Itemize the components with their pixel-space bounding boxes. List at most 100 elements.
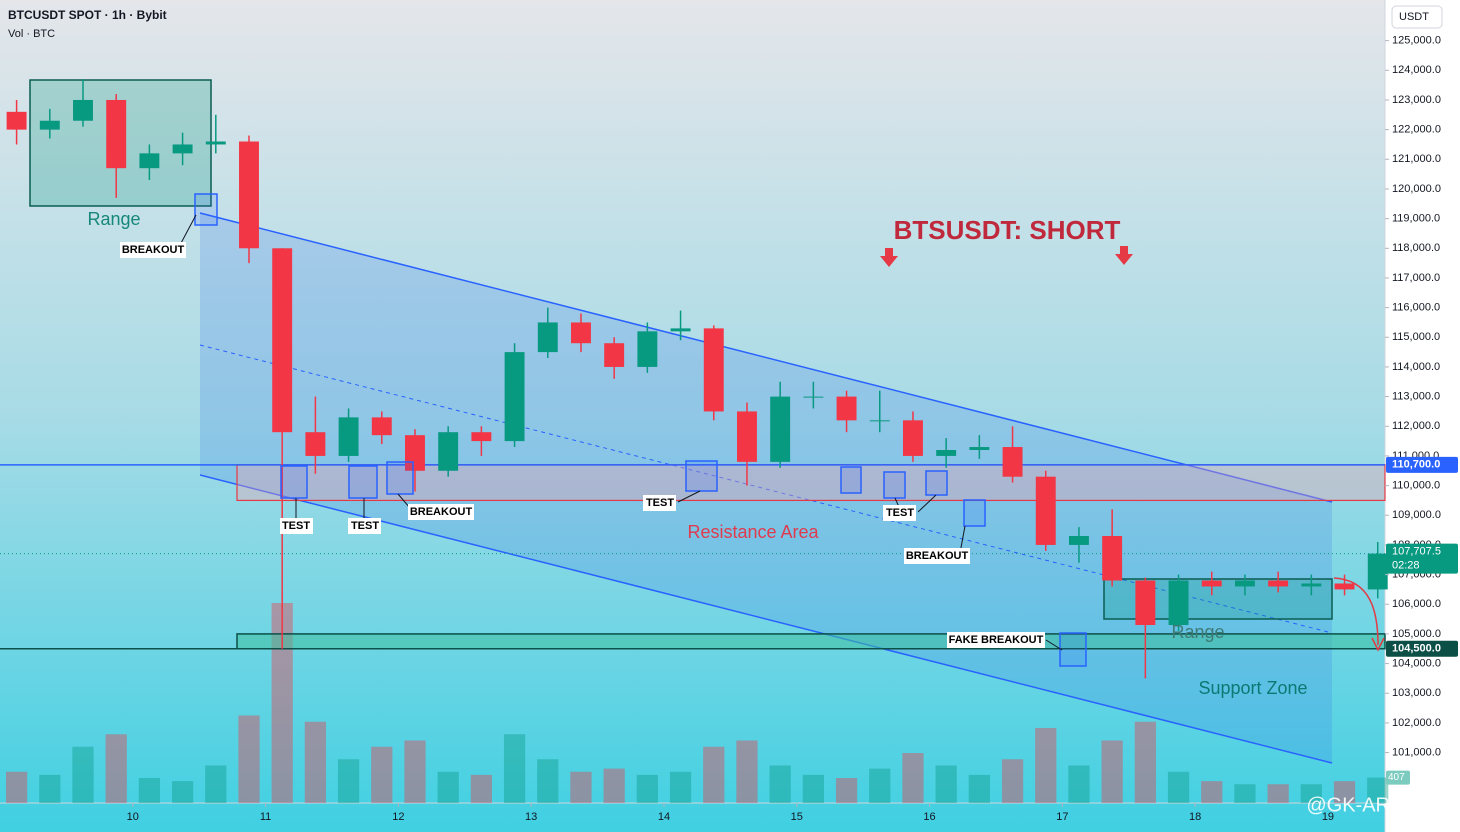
- x-tick-label: 11: [260, 811, 271, 823]
- candle-body: [869, 420, 890, 422]
- volume-bar: [1167, 771, 1190, 803]
- candle-body: [139, 153, 160, 169]
- volume-bar: [470, 774, 493, 803]
- price-label-bg: [1386, 456, 1458, 473]
- tag-bg: [120, 242, 186, 258]
- volume-bar: [404, 740, 426, 803]
- volume-bar: [1134, 721, 1156, 803]
- volume-bar: [1333, 781, 1356, 803]
- annotation: Range: [87, 209, 140, 229]
- tag-bg: [947, 632, 1045, 648]
- candle-body: [1135, 580, 1156, 626]
- y-tick-label: 105,000.0: [1392, 628, 1441, 640]
- channel-mid: [199, 344, 1333, 634]
- y-tick-label: 112,000.0: [1392, 420, 1440, 432]
- annotation: TEST: [886, 507, 914, 519]
- y-tick-label: 123,000.0: [1392, 94, 1441, 106]
- volume-label-bg: [1386, 770, 1410, 785]
- volume-bar: [238, 715, 260, 803]
- volume-bar: [1300, 784, 1322, 803]
- candle-body: [1268, 580, 1289, 587]
- annotation: TEST: [646, 497, 674, 509]
- volume-bar: [802, 774, 824, 803]
- projection-arrow-head: [1371, 637, 1385, 652]
- y-tick-label: 110,000.0: [1392, 480, 1440, 492]
- y-tick-label: 109,000.0: [1392, 509, 1441, 521]
- volume-bar: [1001, 759, 1024, 803]
- marker-box: [280, 465, 308, 499]
- candle-body: [637, 331, 658, 367]
- projection-arrow: [1333, 577, 1379, 646]
- y-tick-label: 103,000.0: [1392, 687, 1441, 699]
- candle-body: [338, 417, 359, 456]
- leader-line: [917, 494, 937, 513]
- marker-box: [386, 461, 414, 495]
- y-tick-label: 101,000.0: [1392, 746, 1441, 758]
- marker-box: [348, 465, 378, 499]
- volume-bar: [105, 734, 127, 803]
- plot-background: [0, 0, 1385, 832]
- x-tick-label: 10: [127, 811, 139, 823]
- candle-body: [1035, 476, 1056, 545]
- volume-bar: [902, 753, 924, 803]
- candle-body: [504, 352, 525, 442]
- y-tick-label: 102,000.0: [1392, 717, 1441, 729]
- marker-box: [685, 460, 718, 492]
- candle-layer: [6, 79, 1388, 679]
- volume-bar: [835, 778, 858, 803]
- volume-layer: [5, 603, 1389, 803]
- volume-bar: [769, 765, 791, 803]
- volume-bar: [736, 740, 758, 803]
- candle-body: [305, 432, 326, 456]
- leader-line: [677, 490, 701, 503]
- y-tick-label: 119,000.0: [1392, 213, 1440, 225]
- annotation: BREAKOUT: [906, 550, 969, 562]
- candle-body: [537, 322, 558, 353]
- volume-bar: [603, 768, 625, 803]
- volume-bar: [869, 768, 891, 803]
- volume-bar: [669, 771, 692, 803]
- price-label-bg: [1386, 640, 1458, 657]
- candle-body: [1002, 447, 1023, 477]
- x-tick-label: 16: [923, 811, 935, 823]
- candle-body: [205, 141, 226, 145]
- tag-bg: [904, 548, 970, 564]
- chart-title: BTSUSDT: SHORT: [894, 215, 1121, 245]
- candle-body: [106, 99, 127, 169]
- currency[interactable]: USDT: [1399, 11, 1429, 23]
- countdown: 02:28: [1392, 560, 1420, 572]
- x-tick-label: 15: [791, 811, 803, 823]
- resistance-area: [236, 464, 1386, 502]
- volume-bar: [304, 721, 327, 803]
- volume-bar: [39, 774, 61, 803]
- x-tick-label: 19: [1322, 811, 1334, 823]
- y-tick-label: 116,000.0: [1392, 302, 1440, 314]
- x-tick-label: 18: [1189, 811, 1201, 823]
- volume-bar: [5, 771, 28, 803]
- annotation: Support Zone: [1198, 678, 1307, 698]
- candle-body: [438, 432, 459, 471]
- tag-bg: [280, 518, 313, 534]
- volume-bar: [171, 781, 194, 803]
- volume-bar: [371, 746, 393, 803]
- tag-bg: [883, 505, 916, 521]
- y-tick-label: 113,000.0: [1392, 391, 1440, 403]
- leader-line: [1045, 639, 1063, 651]
- annotation: TEST: [351, 520, 379, 532]
- channel-fill: [200, 213, 1332, 763]
- symbol: BTCUSDT SPOT · 1h · Bybit: [8, 8, 167, 22]
- annotation: TEST: [282, 520, 310, 532]
- arrow-down: [880, 248, 898, 267]
- candle-body: [1102, 536, 1123, 581]
- candle-body: [6, 111, 27, 130]
- y-tick-label: 117,000.0: [1392, 272, 1440, 284]
- x-tick-label: 12: [392, 811, 404, 823]
- annotation: Range: [1171, 622, 1224, 642]
- marker-box: [883, 471, 906, 499]
- candle-body: [272, 248, 293, 433]
- volume-bar: [636, 774, 658, 803]
- candle-body: [471, 432, 492, 442]
- currency-button[interactable]: [1391, 5, 1443, 29]
- volume-bar: [1267, 784, 1289, 803]
